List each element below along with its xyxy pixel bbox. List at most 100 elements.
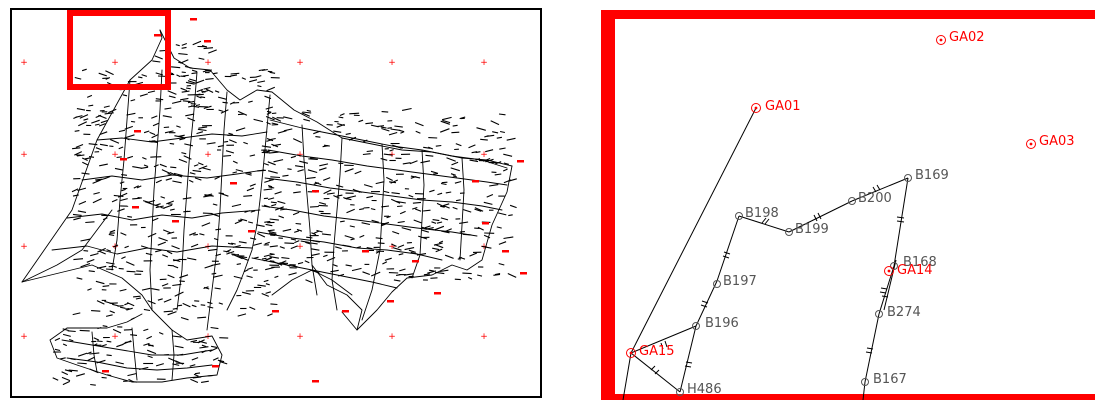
station-annotation: [228, 132, 234, 136]
station-annotation: [143, 342, 150, 346]
station-annotation: [188, 105, 196, 108]
station-annotation: [247, 267, 254, 270]
control-point-dot-ga03: [1029, 142, 1033, 146]
network-line: [111, 79, 131, 271]
grid-marker: +: [480, 150, 488, 160]
station-annotation: [410, 175, 417, 179]
station-annotation: [120, 198, 128, 202]
station-annotation: [295, 184, 301, 186]
station-annotation: [263, 162, 269, 166]
station-annotation: [171, 245, 180, 250]
station-annotation: [267, 229, 275, 232]
station-annotation: [475, 158, 481, 161]
station-annotation: [326, 192, 335, 195]
station-annotation: [170, 166, 177, 169]
station-annotation: [381, 127, 390, 132]
network-line: [264, 177, 503, 211]
station-annotation: [88, 104, 94, 107]
station-annotation: [393, 279, 401, 282]
station-annotation: [305, 279, 313, 284]
station-marker-b168: [890, 262, 898, 270]
network-line: [66, 209, 261, 221]
station-annotation: [266, 111, 272, 115]
station-annotation: [265, 223, 273, 227]
station-annotation: [231, 203, 242, 208]
station-annotation: [112, 244, 119, 248]
station-annotation: [349, 112, 360, 115]
station-annotation: [313, 182, 319, 185]
station-annotation: [147, 199, 155, 204]
station-annotation: [270, 201, 277, 204]
grid-marker: +: [388, 332, 396, 342]
station-annotation: [318, 204, 328, 207]
station-annotation: [391, 243, 397, 247]
control-point-mark: [204, 40, 211, 43]
station-annotation: [476, 127, 486, 131]
station-annotation: [127, 215, 133, 218]
station-annotation: [195, 79, 205, 84]
station-annotation: [340, 220, 345, 223]
station-annotation: [102, 285, 110, 287]
station-annotation: [54, 348, 61, 352]
station-annotation: [52, 377, 59, 381]
station-annotation: [164, 107, 172, 110]
control-point-mark: [517, 160, 524, 163]
station-annotation: [116, 343, 124, 348]
control-point-mark: [190, 18, 197, 21]
station-annotation: [102, 325, 108, 328]
station-annotation: [301, 112, 311, 117]
station-annotation: [198, 126, 208, 129]
station-annotation: [105, 314, 113, 317]
station-annotation: [359, 208, 365, 211]
station-annotation: [67, 330, 76, 333]
station-annotation: [421, 229, 429, 233]
control-point-mark: [342, 310, 349, 313]
station-annotation: [380, 126, 387, 129]
station-annotation: [213, 237, 219, 241]
station-annotation: [108, 233, 115, 237]
station-annotation: [452, 175, 458, 178]
station-annotation: [62, 380, 71, 386]
traverse-line-b168-b274: [878, 265, 895, 315]
station-annotation: [207, 301, 213, 305]
station-annotation: [265, 115, 275, 121]
station-annotation: [227, 242, 234, 245]
station-annotation: [124, 302, 130, 306]
station-annotation: [455, 143, 462, 147]
station-annotation: [105, 70, 114, 76]
station-annotation: [180, 97, 189, 101]
station-annotation: [265, 291, 271, 294]
station-annotation: [119, 306, 126, 309]
station-annotation: [74, 151, 83, 156]
station-annotation: [451, 161, 459, 166]
control-point-mark: [154, 34, 161, 37]
grid-marker: +: [204, 150, 212, 160]
station-annotation: [435, 144, 442, 147]
station-annotation: [462, 272, 472, 275]
station-annotation: [269, 252, 275, 255]
station-annotation: [75, 373, 85, 377]
station-annotation: [196, 88, 203, 93]
station-annotation: [495, 161, 502, 165]
station-annotation: [425, 154, 434, 157]
tick-mark: [865, 347, 874, 354]
station-annotation: [205, 88, 214, 93]
station-annotation: [440, 205, 445, 208]
station-annotation: [314, 181, 322, 186]
station-annotation: [118, 267, 124, 270]
station-annotation: [440, 182, 447, 186]
station-annotation: [74, 76, 82, 80]
zoom-highlight-box: [67, 10, 171, 90]
station-annotation: [281, 260, 287, 264]
station-annotation: [143, 308, 151, 312]
station-annotation: [106, 249, 112, 252]
station-annotation: [143, 130, 150, 134]
station-annotation: [157, 298, 163, 301]
station-annotation: [124, 137, 130, 141]
station-annotation: [502, 168, 508, 172]
station-annotation: [191, 357, 199, 361]
station-annotation: [335, 246, 342, 250]
station-annotation: [217, 145, 224, 148]
station-annotation: [183, 155, 192, 160]
station-annotation: [184, 143, 194, 147]
